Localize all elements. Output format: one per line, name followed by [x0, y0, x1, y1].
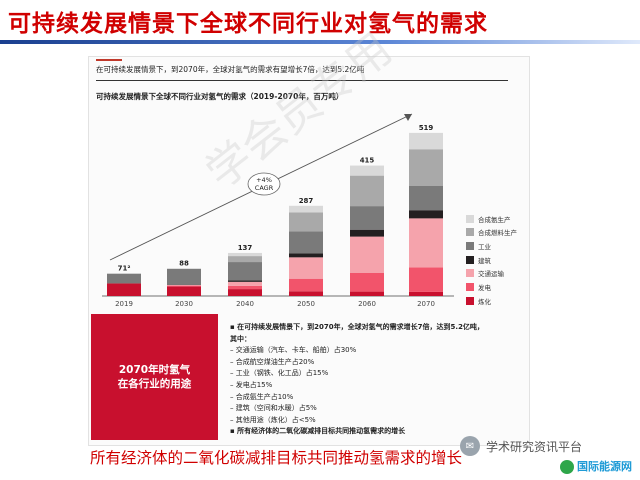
usage-2070-box: 2070年时氢气 在各行业的用途: [91, 314, 218, 440]
legend-swatch: [466, 269, 474, 278]
total-label-2019: 71²: [118, 265, 131, 273]
bar-segment-2070-6: [409, 132, 443, 150]
watermark-text: 学术研究资讯平台: [486, 439, 583, 454]
bar-segment-2070-4: [409, 185, 443, 211]
bar-segment-2070-1: [409, 267, 443, 292]
logo-icon: [560, 460, 574, 474]
bar-segment-2040-2: [228, 281, 262, 286]
watermark-logo: 国际能源网: [560, 458, 632, 474]
x-tick-2040: 2040: [236, 300, 254, 308]
legend-swatch: [466, 255, 474, 264]
bar-segment-2040-0: [228, 289, 262, 296]
bar-segment-2040-6: [228, 252, 262, 257]
note-line: – 合成航空煤油生产占20%: [230, 357, 315, 366]
bar-segment-2050-1: [289, 278, 323, 292]
bar-segment-2030-4: [167, 268, 201, 285]
wechat-icon: ✉: [460, 436, 480, 456]
bar-segment-2060-0: [350, 291, 384, 296]
panel-divider: [96, 80, 508, 81]
legend-swatch: [466, 282, 474, 291]
chart-legend: 合成氨生产合成燃料生产 工业建筑交通运输发电炼化: [466, 212, 517, 308]
bar-segment-2050-6: [289, 205, 323, 213]
bar-segment-2030-1: [167, 285, 201, 287]
total-label-2030: 88: [179, 259, 189, 267]
total-label-2060: 415: [360, 157, 375, 165]
legend-label: 合成燃料生产: [478, 229, 517, 238]
bar-segment-2040-3: [228, 280, 262, 282]
note-line: – 工业（钢铁、化工品）占15%: [230, 369, 329, 378]
bar-segment-2070-5: [409, 149, 443, 186]
x-tick-2070: 2070: [417, 300, 435, 308]
stacked-bar-chart: 71² 2019 88 2030 137 2040 287 2050 415 2060 519 207…: [102, 113, 454, 308]
note-line: – 合成氨生产占10%: [230, 392, 294, 401]
note-line: – 建筑（空间和水暖）占5%: [230, 404, 317, 413]
total-label-2040: 137: [238, 244, 253, 252]
panel-accent-bar: [96, 59, 122, 61]
legend-swatch: [466, 241, 474, 250]
legend-item: 合成氨生产: [466, 212, 517, 225]
bar-segment-2050-3: [289, 253, 323, 258]
legend-label: 合成氨生产: [478, 215, 511, 224]
bar-segment-2019-0: [107, 283, 141, 296]
note-line: ▪ 在可持续发展情景下，到2070年，全球对氢气的需求增长7倍，达到5.2亿吨，: [230, 323, 484, 331]
x-tick-2019: 2019: [115, 300, 133, 308]
bar-segment-2040-4: [228, 262, 262, 281]
legend-swatch: [466, 296, 474, 305]
bar-segment-2060-6: [350, 165, 384, 176]
bar-segment-2070-3: [409, 210, 443, 219]
bar-segment-2030-2: [167, 285, 201, 286]
legend-item: 工业: [466, 239, 517, 252]
bar-segment-2050-5: [289, 212, 323, 232]
bar-segment-2060-4: [350, 206, 384, 230]
note-line: – 交通运输（汽车、卡车、船舶）占30%: [230, 346, 357, 355]
watermark-logo-text: 国际能源网: [577, 460, 632, 473]
notes-list: ▪ 在可持续发展情景下，到2070年，全球对氢气的需求增长7倍，达到5.2亿吨，…: [230, 322, 526, 438]
total-label-2070: 519: [419, 124, 434, 132]
legend-item: 交通运输: [466, 267, 517, 280]
legend-label: 交通运输: [478, 270, 504, 279]
x-tick-2050: 2050: [297, 300, 315, 308]
total-label-2050: 287: [299, 197, 314, 205]
note-line: – 发电占15%: [230, 380, 273, 389]
bar-segment-2040-1: [228, 285, 262, 290]
note-line: 其中：: [230, 334, 251, 343]
bar-segment-2060-5: [350, 175, 384, 207]
legend-label: 炼化: [478, 297, 491, 306]
bar-segment-2060-1: [350, 272, 384, 292]
legend-item: 发电: [466, 280, 517, 293]
note-line: ▪ 所有经济体的二氧化碳减排目标共同推动氢需求的增长: [230, 427, 406, 436]
trend-arrow-head: [404, 114, 412, 121]
legend-item: 炼化: [466, 294, 517, 307]
note-line: – 其他用途（炼化）占<5%: [230, 415, 316, 424]
legend-label: 建筑: [478, 256, 491, 265]
legend-swatch: [466, 228, 474, 237]
bar-segment-2030-0: [167, 286, 201, 296]
bar-segment-2060-3: [350, 229, 384, 237]
bar-segment-2070-2: [409, 218, 443, 268]
cagr-label-line-1: CAGR: [255, 184, 274, 192]
slide-caption: 所有经济体的二氧化碳减排目标共同推动氢需求的增长: [90, 449, 463, 467]
bar-segment-2019-4: [107, 273, 141, 284]
cagr-label-line-0: +4%: [256, 176, 272, 184]
page-title: 可持续发展情景下全球不同行业对氢气的需求: [8, 10, 488, 37]
watermark: ✉ 学术研究资讯平台: [460, 436, 582, 456]
panel-subtitle: 在可持续发展情景下，到2070年，全球对氢气的需求有望增长7倍，达到5.2亿吨: [96, 65, 365, 74]
legend-label: 发电: [478, 283, 491, 292]
title-rule: [0, 40, 640, 44]
bar-segment-2060-2: [350, 236, 384, 273]
bar-segment-2050-0: [289, 291, 323, 296]
x-tick-2030: 2030: [175, 300, 193, 308]
legend-item: 建筑: [466, 253, 517, 266]
bar-segment-2050-4: [289, 231, 323, 254]
legend-label: 工业: [478, 242, 491, 251]
bar-segment-2050-2: [289, 257, 323, 279]
legend-item: 合成燃料生产: [466, 226, 517, 239]
cagr-bubble: [247, 172, 281, 196]
bar-segment-2070-0: [409, 291, 443, 296]
x-tick-2060: 2060: [358, 300, 376, 308]
chart-title: 可持续发展情景下全球不同行业对氢气的需求（2019-2070年，百万吨）: [96, 92, 344, 101]
bar-segment-2040-5: [228, 256, 262, 263]
legend-swatch: [466, 214, 474, 223]
